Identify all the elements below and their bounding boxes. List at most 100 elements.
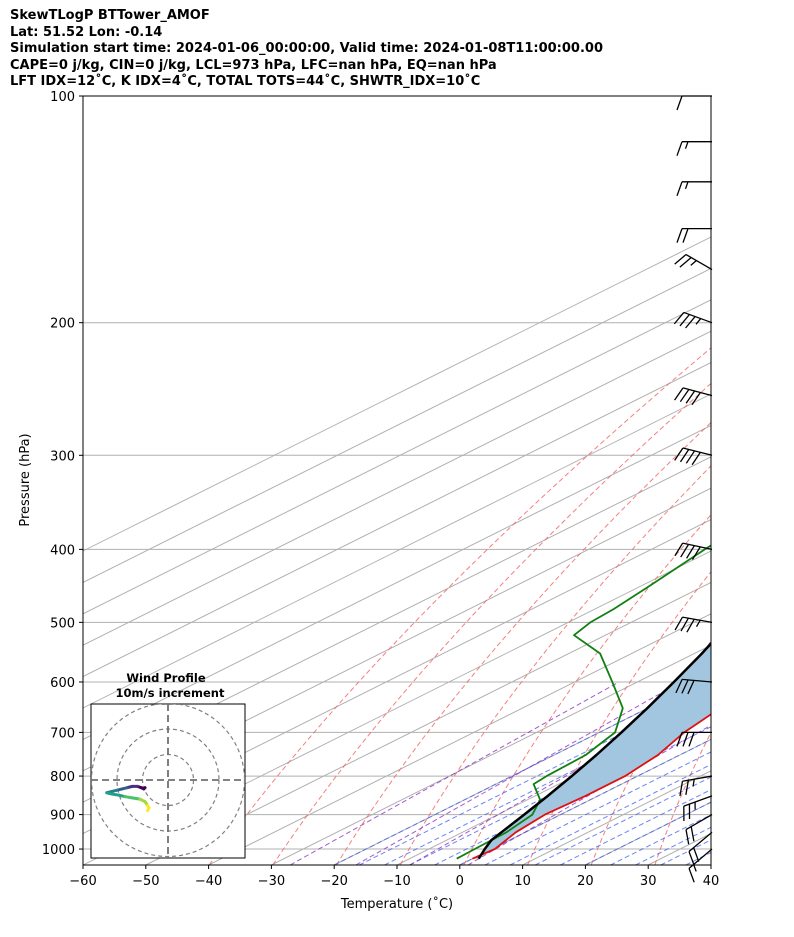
hodograph-subtitle: 10m/s increment xyxy=(116,686,225,700)
wind-barb-flag xyxy=(680,544,690,558)
y-axis-label: Pressure (hPa) xyxy=(18,433,33,526)
isotherm-gridline xyxy=(145,581,711,865)
wind-barb-flag xyxy=(674,447,684,461)
x-tick-label: −60 xyxy=(69,874,96,889)
wind-barb-flag xyxy=(685,450,696,464)
temperature-profile-line xyxy=(472,713,711,860)
wind-barb xyxy=(674,542,713,560)
wind-barb-flag xyxy=(686,545,695,559)
wind-barb-flag xyxy=(676,95,683,111)
moist-adiabat xyxy=(333,675,711,865)
wind-barb-staff xyxy=(682,447,713,456)
wind-barb xyxy=(676,95,712,111)
isotherm-gridline xyxy=(710,864,711,865)
hodograph-title: Wind Profile xyxy=(126,671,206,685)
x-axis-ticks: −60 −50 −40 −30 −20 −10 0 10 20 30 40 xyxy=(69,865,719,889)
wind-barb-flag xyxy=(673,312,685,325)
dry-adiabat xyxy=(208,347,711,865)
wind-barb-flag xyxy=(682,732,689,747)
wind-barb-flag xyxy=(679,449,690,463)
wind-barb-staff xyxy=(682,387,713,397)
wind-barb-flag xyxy=(674,542,684,557)
wind-barb-flag xyxy=(676,141,683,156)
dry-adiabat xyxy=(590,640,711,865)
dewpoint-profile-line xyxy=(456,544,711,860)
y-tick-label: 1000 xyxy=(42,843,75,858)
wind-barb-flag xyxy=(685,316,696,329)
isotherm-gridline xyxy=(83,362,711,678)
hodograph-trace-segment xyxy=(146,806,151,813)
wind-barb-flag xyxy=(675,679,683,694)
wind-barb-flag xyxy=(676,181,683,197)
y-tick-label: 900 xyxy=(50,809,75,824)
isotherm-gridline xyxy=(83,550,711,865)
wind-barb-flag xyxy=(676,228,683,243)
dry-adiabat xyxy=(719,96,794,865)
wind-barb-staff xyxy=(682,678,713,683)
wind-barb-flag xyxy=(681,679,689,694)
chart-header: SkewTLogP BTTower_AMOF Lat: 51.52 Lon: -… xyxy=(10,8,603,91)
wind-barb-flag xyxy=(674,254,687,265)
x-tick-label: 0 xyxy=(456,874,464,889)
wind-barb xyxy=(688,831,713,866)
wind-barb-flag xyxy=(679,257,692,268)
y-tick-label: 200 xyxy=(50,317,75,332)
wind-barb-flag xyxy=(688,851,695,866)
wind-barb xyxy=(683,795,713,822)
wind-barbs xyxy=(673,95,713,883)
wind-barb-flag xyxy=(680,617,689,632)
cape-cin-shading xyxy=(472,643,711,859)
wind-barb xyxy=(688,848,713,883)
wind-barb-staff xyxy=(685,253,713,271)
moist-adiabat xyxy=(710,864,711,865)
wind-barb-flag xyxy=(676,732,683,747)
y-tick-label: 300 xyxy=(50,449,75,464)
wind-barb-flag xyxy=(693,847,700,862)
wind-barb xyxy=(674,387,713,406)
mixing-ratio-line xyxy=(355,681,682,865)
wind-barb xyxy=(679,775,713,797)
wind-barb-half-flag xyxy=(690,260,697,266)
wind-barb-flag xyxy=(685,390,696,404)
wind-barb-half-flag xyxy=(695,619,701,628)
x-tick-label: −50 xyxy=(132,874,159,889)
wind-barb-flag xyxy=(674,387,684,401)
x-tick-label: 20 xyxy=(577,874,594,889)
wind-barb-flag xyxy=(687,680,695,695)
dry-adiabat xyxy=(654,731,711,865)
wind-barb-staff xyxy=(688,848,713,869)
wind-barb-flag xyxy=(691,452,701,466)
wind-barb-half-flag xyxy=(684,141,689,149)
moist-adiabat xyxy=(660,839,711,865)
moist-adiabat xyxy=(359,688,711,865)
isotherm-gridline xyxy=(83,393,711,709)
x-tick-label: 40 xyxy=(703,874,720,889)
wind-barb-flag xyxy=(691,392,701,406)
isotherm-gridline xyxy=(83,267,711,583)
wind-barb-half-flag xyxy=(693,864,697,872)
moist-adiabat xyxy=(685,851,711,865)
y-tick-label: 800 xyxy=(50,770,75,785)
location-text: Lat: 51.52 Lon: -0.14 xyxy=(10,24,163,40)
x-tick-label: 10 xyxy=(514,874,531,889)
x-tick-label: −20 xyxy=(320,874,347,889)
wind-barb xyxy=(674,447,713,466)
wind-barb-half-flag xyxy=(684,181,689,190)
dry-adiabat xyxy=(782,96,794,865)
isotherm-gridline xyxy=(83,424,711,740)
isotherm-gridline xyxy=(83,330,711,646)
isotherm-gridline xyxy=(83,236,711,552)
wind-barb-flag xyxy=(690,826,695,842)
isotherm-gridline xyxy=(208,613,711,865)
isotherm-gridline xyxy=(396,707,711,865)
mixing-ratio-line xyxy=(467,724,711,865)
y-tick-label: 400 xyxy=(50,543,75,558)
wind-barb xyxy=(674,253,713,271)
wind-barb-flag xyxy=(679,389,690,403)
wind-barb-flag xyxy=(682,228,689,243)
wind-barb-staff xyxy=(682,542,713,551)
isotherm-gridline xyxy=(647,833,711,865)
wind-barb xyxy=(676,731,712,747)
dry-adiabat xyxy=(399,465,711,865)
